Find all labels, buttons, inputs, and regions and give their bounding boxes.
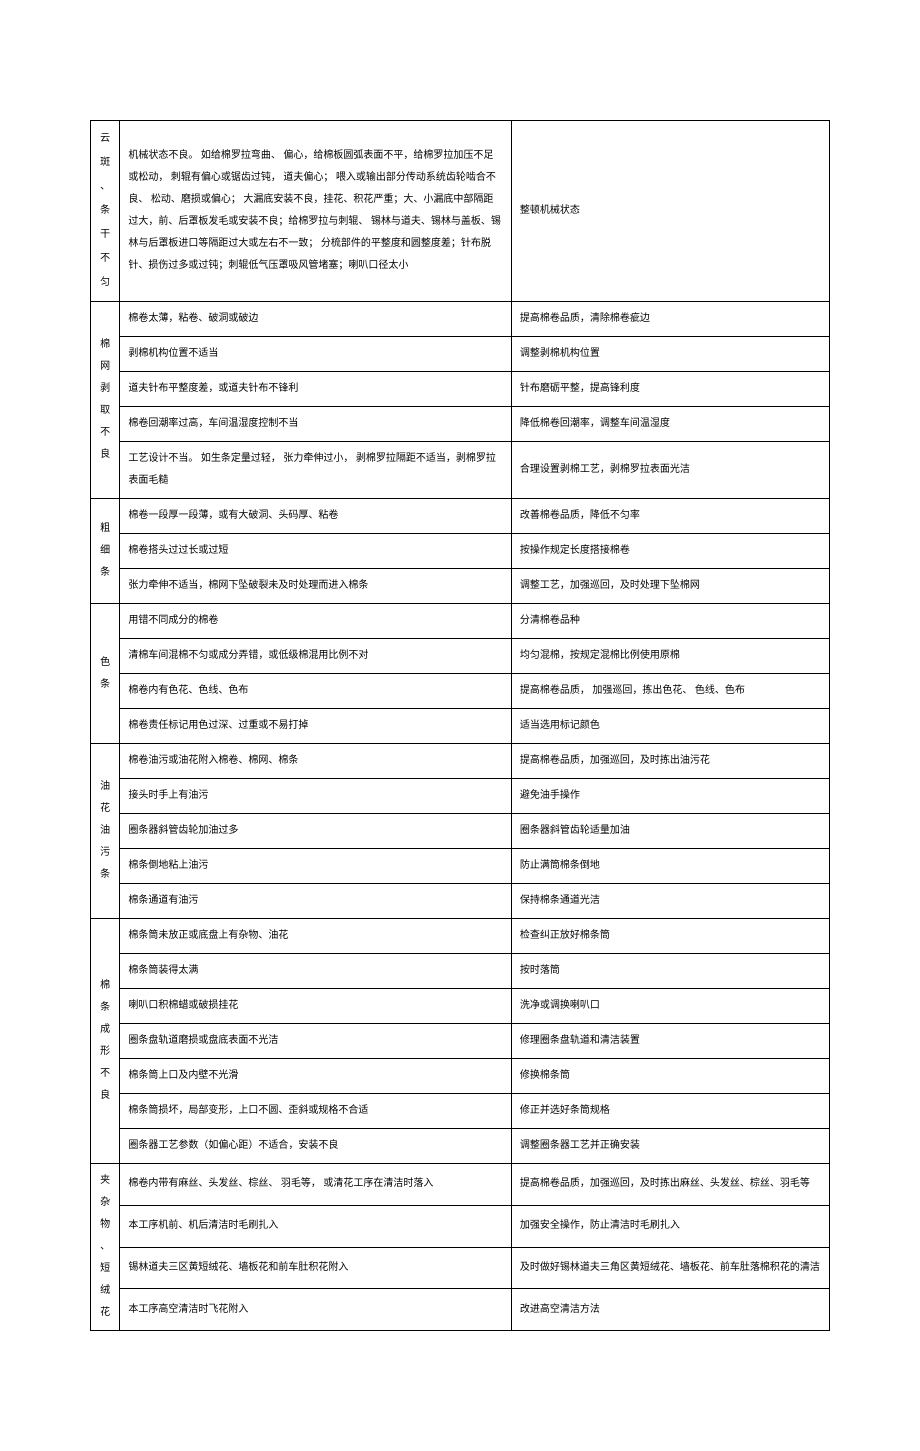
solution-cell: 防止满筒棉条倒地 [511,849,829,884]
table-row: 云斑、条干不匀 机械状态不良。 如给棉罗拉弯曲、 偏心，给棉板圆弧表面不平，给棉… [91,121,830,302]
solution-cell: 分清棉卷品种 [511,604,829,639]
table-row: 棉卷责任标记用色过深、过重或不易打掉 适当选用标记颜色 [91,709,830,744]
category-cell: 棉条成形不良 [91,919,120,1164]
cause-cell: 道夫针布平整度差，或道夫针布不锋利 [120,372,512,407]
cause-cell: 清棉车间混棉不匀或成分弄错，或低级棉混用比例不对 [120,639,512,674]
table-row: 本工序高空清洁时飞花附入 改进高空清洁方法 [91,1289,830,1331]
solution-cell: 按时落筒 [511,954,829,989]
solution-cell: 加强安全操作，防止清洁时毛刷扎入 [511,1205,829,1247]
table-row: 棉卷内有色花、色线、色布 提高棉卷品质， 加强巡回，拣出色花、 色线、色布 [91,674,830,709]
cause-cell: 棉条筒装得太满 [120,954,512,989]
solution-cell: 修换棉条筒 [511,1059,829,1094]
cause-cell: 圈条器斜管齿轮加油过多 [120,814,512,849]
cause-cell: 接头时手上有油污 [120,779,512,814]
solution-cell: 保持棉条通道光洁 [511,884,829,919]
document-page: 云斑、条干不匀 机械状态不良。 如给棉罗拉弯曲、 偏心，给棉板圆弧表面不平，给棉… [0,0,920,1451]
cause-cell: 机械状态不良。 如给棉罗拉弯曲、 偏心，给棉板圆弧表面不平，给棉罗拉加压不足或松… [120,121,512,302]
table-row: 张力牵伸不适当，棉网下坠破裂未及时处理而进入棉条 调整工艺，加强巡回，及时处理下… [91,569,830,604]
category-cell: 棉网剥取不良 [91,302,120,499]
cause-cell: 棉卷责任标记用色过深、过重或不易打掉 [120,709,512,744]
category-cell: 夹杂物、短绒花 [91,1164,120,1331]
defect-table: 云斑、条干不匀 机械状态不良。 如给棉罗拉弯曲、 偏心，给棉板圆弧表面不平，给棉… [90,120,830,1331]
cause-cell: 本工序机前、机后清洁时毛刷扎入 [120,1205,512,1247]
solution-cell: 均匀混棉，按规定混棉比例使用原棉 [511,639,829,674]
table-row: 圈条盘轨道磨损或盘底表面不光洁 修理圈条盘轨道和清洁装置 [91,1024,830,1059]
table-row: 色条 用错不同成分的棉卷 分清棉卷品种 [91,604,830,639]
cause-cell: 棉条通道有油污 [120,884,512,919]
cause-cell: 用错不同成分的棉卷 [120,604,512,639]
cause-cell: 圈条器工艺参数（如偏心距）不适合，安装不良 [120,1129,512,1164]
cause-cell: 锡林道夫三区黄短绒花、墙板花和前车肚积花附入 [120,1247,512,1289]
table-row: 喇叭口积棉蜡或破损挂花 洗净或调换喇叭口 [91,989,830,1024]
cause-cell: 棉卷回潮率过高，车间温湿度控制不当 [120,407,512,442]
solution-cell: 提高棉卷品质，清除棉卷疵边 [511,302,829,337]
solution-cell: 降低棉卷回潮率，调整车间温湿度 [511,407,829,442]
table-row: 棉条成形不良 棉条筒未放正或底盘上有杂物、油花 检查纠正放好棉条筒 [91,919,830,954]
cause-cell: 本工序高空清洁时飞花附入 [120,1289,512,1331]
cause-cell: 喇叭口积棉蜡或破损挂花 [120,989,512,1024]
solution-cell: 调整剥棉机构位置 [511,337,829,372]
solution-cell: 适当选用标记颜色 [511,709,829,744]
table-row: 接头时手上有油污 避免油手操作 [91,779,830,814]
solution-cell: 改进高空清洁方法 [511,1289,829,1331]
cause-cell: 棉条筒上口及内壁不光滑 [120,1059,512,1094]
table-row: 棉条倒地粘上油污 防止满筒棉条倒地 [91,849,830,884]
cause-cell: 棉卷内有色花、色线、色布 [120,674,512,709]
table-row: 棉网剥取不良 棉卷太薄，粘卷、破洞或破边 提高棉卷品质，清除棉卷疵边 [91,302,830,337]
cause-cell: 棉条倒地粘上油污 [120,849,512,884]
table-row: 圈条器斜管齿轮加油过多 圈条器斜管齿轮适量加油 [91,814,830,849]
solution-cell: 避免油手操作 [511,779,829,814]
cause-cell: 剥棉机构位置不适当 [120,337,512,372]
solution-cell: 修正并选好条筒规格 [511,1094,829,1129]
solution-cell: 按操作规定长度搭接棉卷 [511,534,829,569]
cause-cell: 棉卷太薄，粘卷、破洞或破边 [120,302,512,337]
cause-cell: 棉条筒未放正或底盘上有杂物、油花 [120,919,512,954]
table-row: 道夫针布平整度差，或道夫针布不锋利 针布磨砺平整，提高锋利度 [91,372,830,407]
solution-cell: 调整工艺，加强巡回，及时处理下坠棉网 [511,569,829,604]
table-row: 棉条筒上口及内壁不光滑 修换棉条筒 [91,1059,830,1094]
table-row: 棉卷搭头过过长或过短 按操作规定长度搭接棉卷 [91,534,830,569]
cause-cell: 张力牵伸不适当，棉网下坠破裂未及时处理而进入棉条 [120,569,512,604]
table-row: 工艺设计不当。 如生条定量过轻， 张力牵伸过小， 剥棉罗拉隔距不适当，剥棉罗拉表… [91,442,830,499]
category-cell: 云斑、条干不匀 [91,121,120,302]
solution-cell: 洗净或调换喇叭口 [511,989,829,1024]
solution-cell: 检查纠正放好棉条筒 [511,919,829,954]
solution-cell: 整顿机械状态 [511,121,829,302]
cause-cell: 棉卷内带有麻丝、头发丝、棕丝、 羽毛等， 或清花工序在清洁时落入 [120,1164,512,1206]
solution-cell: 针布磨砺平整，提高锋利度 [511,372,829,407]
table-row: 清棉车间混棉不匀或成分弄错，或低级棉混用比例不对 均匀混棉，按规定混棉比例使用原… [91,639,830,674]
cause-cell: 棉卷油污或油花附入棉卷、棉网、棉条 [120,744,512,779]
solution-cell: 及时做好锡林道夫三角区黄短绒花、墙板花、前车肚落棉积花的清洁 [511,1247,829,1289]
table-row: 圈条器工艺参数（如偏心距）不适合，安装不良 调整圈条器工艺并正确安装 [91,1129,830,1164]
cause-cell: 棉卷搭头过过长或过短 [120,534,512,569]
table-row: 本工序机前、机后清洁时毛刷扎入 加强安全操作，防止清洁时毛刷扎入 [91,1205,830,1247]
solution-cell: 圈条器斜管齿轮适量加油 [511,814,829,849]
table-row: 棉条筒损坏，局部变形，上口不圆、歪斜或规格不合适 修正并选好条筒规格 [91,1094,830,1129]
table-row: 粗细条 棉卷一段厚一段薄，或有大破洞、头码厚、粘卷 改善棉卷品质，降低不匀率 [91,499,830,534]
cause-cell: 棉条筒损坏，局部变形，上口不圆、歪斜或规格不合适 [120,1094,512,1129]
solution-cell: 提高棉卷品质，加强巡回，及时拣出麻丝、头发丝、棕丝、羽毛等 [511,1164,829,1206]
table-row: 油花油污条 棉卷油污或油花附入棉卷、棉网、棉条 提高棉卷品质，加强巡回，及时拣出… [91,744,830,779]
solution-cell: 提高棉卷品质， 加强巡回，拣出色花、 色线、色布 [511,674,829,709]
table-row: 棉条筒装得太满 按时落筒 [91,954,830,989]
table-row: 棉卷回潮率过高，车间温湿度控制不当 降低棉卷回潮率，调整车间温湿度 [91,407,830,442]
solution-cell: 合理设置剥棉工艺，剥棉罗拉表面光洁 [511,442,829,499]
table-row: 锡林道夫三区黄短绒花、墙板花和前车肚积花附入 及时做好锡林道夫三角区黄短绒花、墙… [91,1247,830,1289]
cause-cell: 工艺设计不当。 如生条定量过轻， 张力牵伸过小， 剥棉罗拉隔距不适当，剥棉罗拉表… [120,442,512,499]
category-cell: 色条 [91,604,120,744]
category-cell: 油花油污条 [91,744,120,919]
solution-cell: 调整圈条器工艺并正确安装 [511,1129,829,1164]
cause-cell: 棉卷一段厚一段薄，或有大破洞、头码厚、粘卷 [120,499,512,534]
cause-cell: 圈条盘轨道磨损或盘底表面不光洁 [120,1024,512,1059]
table-row: 棉条通道有油污 保持棉条通道光洁 [91,884,830,919]
solution-cell: 修理圈条盘轨道和清洁装置 [511,1024,829,1059]
table-row: 剥棉机构位置不适当 调整剥棉机构位置 [91,337,830,372]
table-row: 夹杂物、短绒花 棉卷内带有麻丝、头发丝、棕丝、 羽毛等， 或清花工序在清洁时落入… [91,1164,830,1206]
solution-cell: 提高棉卷品质，加强巡回，及时拣出油污花 [511,744,829,779]
category-cell: 粗细条 [91,499,120,604]
solution-cell: 改善棉卷品质，降低不匀率 [511,499,829,534]
